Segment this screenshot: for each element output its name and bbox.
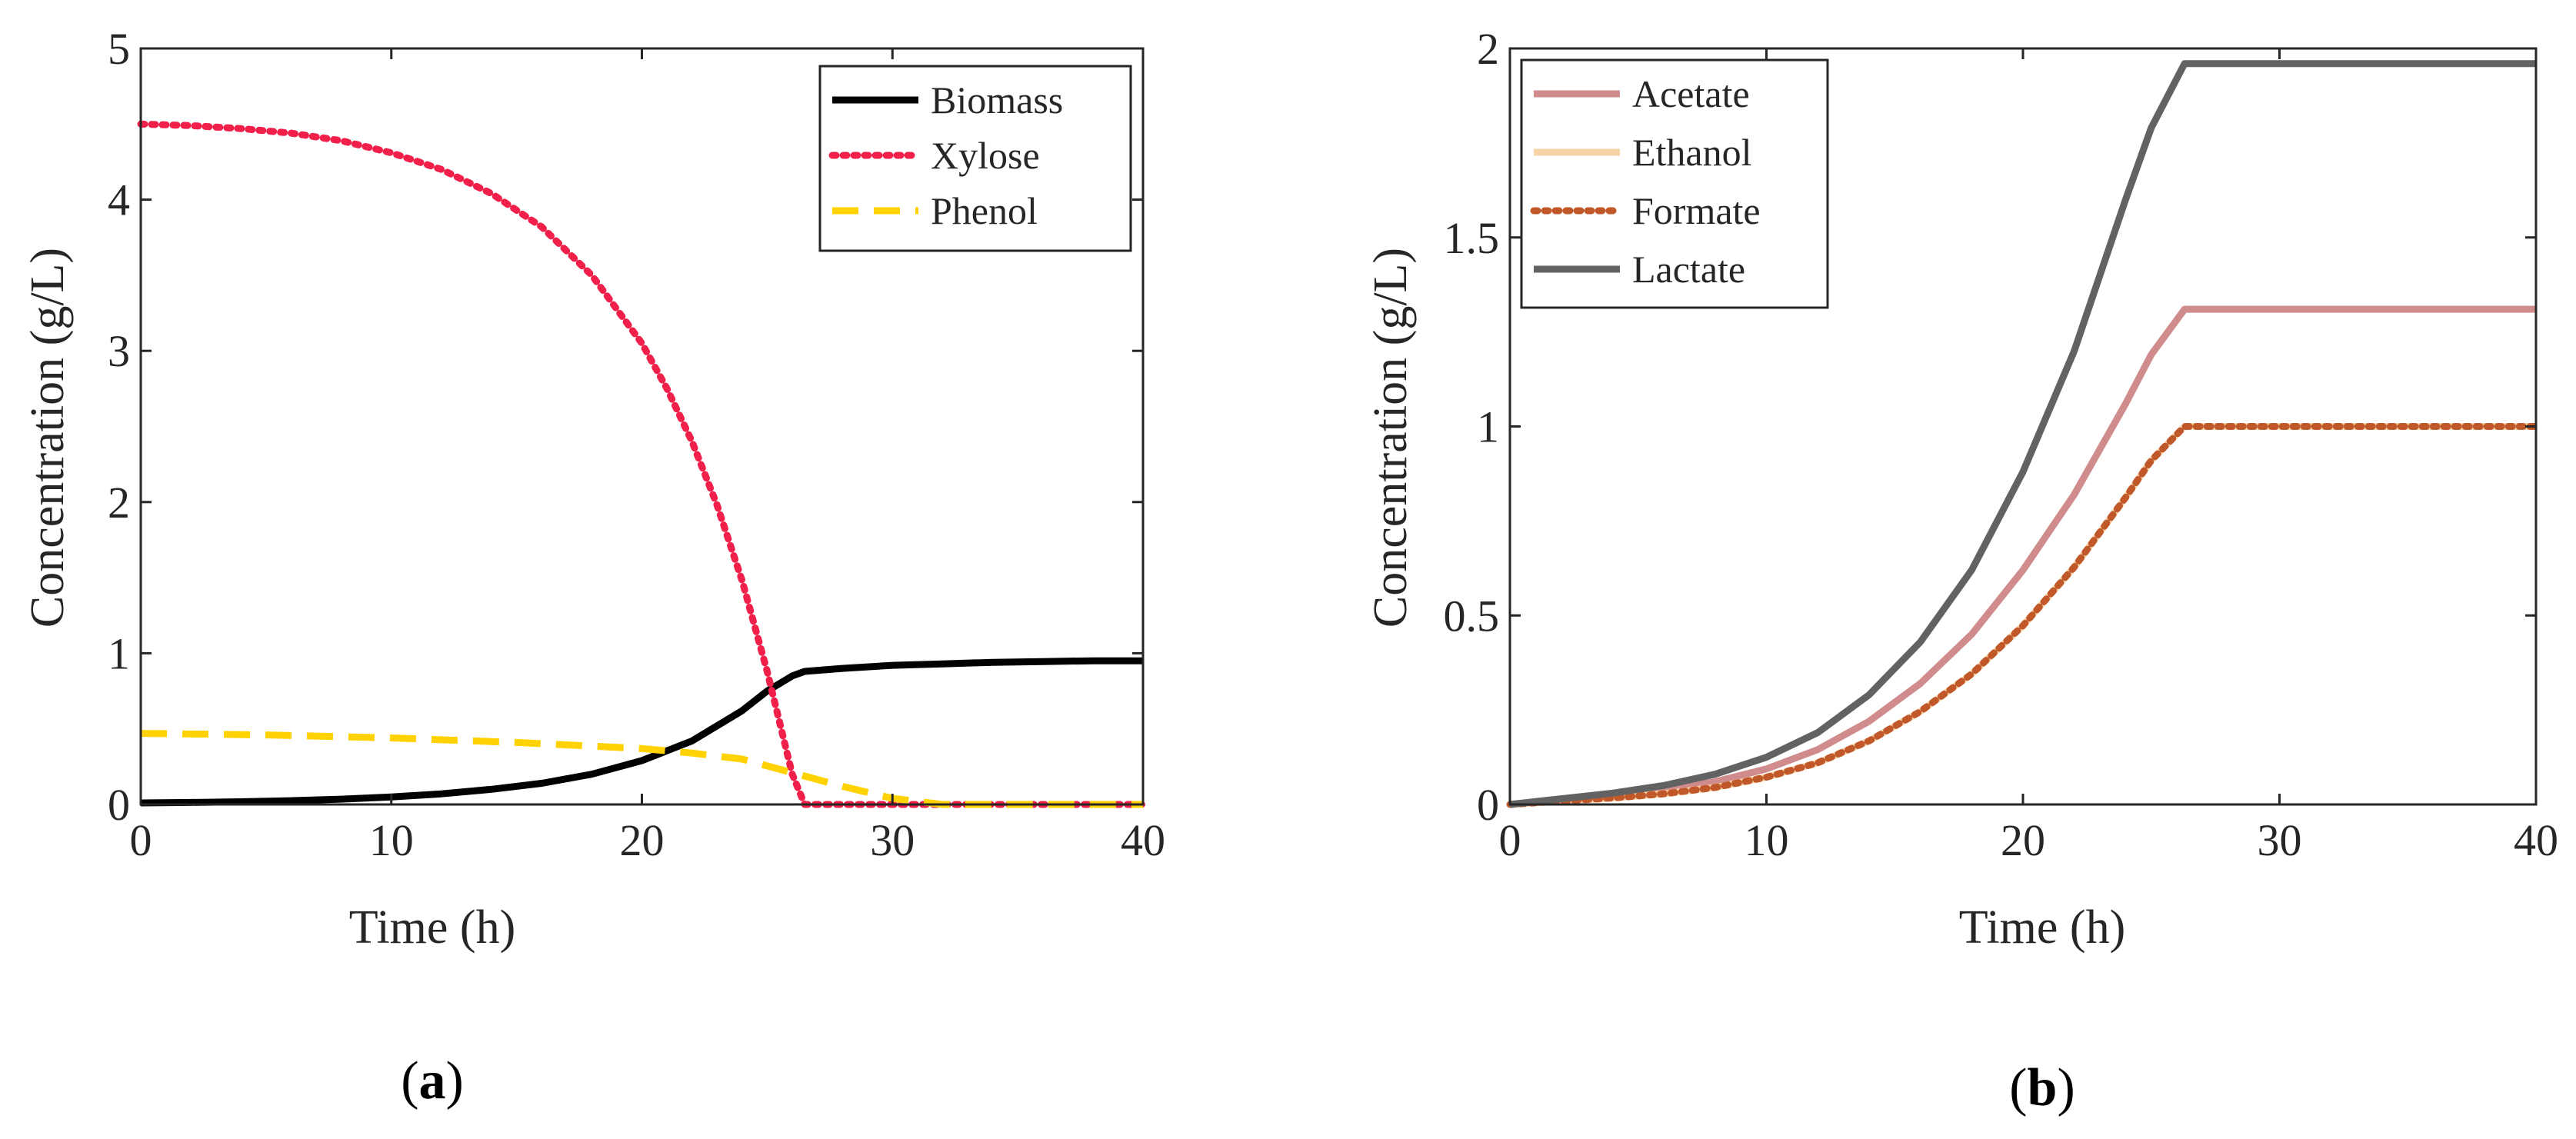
- y-tick-label: 1: [108, 628, 130, 678]
- x-tick-label: 40: [1121, 815, 1165, 865]
- y-tick-label: 1.5: [1444, 213, 1500, 263]
- y-tick-label: 5: [108, 24, 130, 74]
- y-tick-label: 2: [108, 478, 130, 528]
- legend-label-acetate: Acetate: [1632, 72, 1750, 115]
- x-axis-label: Time (h): [349, 901, 515, 954]
- y-tick-label: 3: [108, 326, 130, 376]
- y-tick-label: 0: [108, 780, 130, 830]
- x-tick-label: 30: [2258, 815, 2302, 865]
- series-line-formate: [1506, 423, 2540, 808]
- legend-label-phenol: Phenol: [931, 189, 1038, 232]
- y-axis-label: Concentration (g/L): [22, 248, 74, 628]
- legend: Biomass Xylose Phenol: [818, 65, 1132, 252]
- y-tick-label: 4: [108, 175, 130, 225]
- legend-label-ethanol: Ethanol: [1632, 131, 1752, 174]
- x-tick-label: 10: [1745, 815, 1789, 865]
- legend-label-lactate: Lactate: [1632, 248, 1745, 291]
- x-tick-label: 30: [870, 815, 915, 865]
- legend-label-xylose: Xylose: [931, 134, 1040, 177]
- legend-label-formate: Formate: [1632, 189, 1761, 232]
- x-tick-label: 20: [2001, 815, 2045, 865]
- x-axis-label: Time (h): [1959, 901, 2125, 954]
- series-line-biomass: [140, 657, 1143, 807]
- x-tick-label: 0: [130, 815, 152, 865]
- x-tick-label: 20: [620, 815, 665, 865]
- x-tick-label: 10: [369, 815, 414, 865]
- y-tick-label: 2: [1477, 24, 1499, 74]
- legend: Acetate Ethanol Formate Lactate: [1520, 58, 1829, 309]
- series-line-lactate: [1509, 60, 2536, 808]
- panel-label: (a): [401, 1051, 464, 1111]
- y-axis-label: Concentration (g/L): [1365, 248, 1417, 628]
- legend-label-biomass: Biomass: [931, 78, 1063, 122]
- series-line-acetate: [1509, 305, 2536, 808]
- chart-panel-b: 0 10 20 30 40 0 0.5 1 1.5 2 Time (h) Concentratio…: [1365, 24, 2558, 1117]
- panel-label: (b): [2009, 1058, 2075, 1117]
- x-tick-label: 0: [1499, 815, 1521, 865]
- y-tick-label: 1: [1477, 402, 1499, 452]
- chart-panel-a: 0 10 20 30 40 0 1 2 3 4 5 Time (h) Concentration (…: [22, 24, 1165, 1111]
- y-tick-label: 0.5: [1444, 591, 1500, 641]
- series-line-ethanol: [1509, 423, 2536, 808]
- y-tick-label: 0: [1477, 780, 1499, 830]
- x-tick-label: 40: [2514, 815, 2558, 865]
